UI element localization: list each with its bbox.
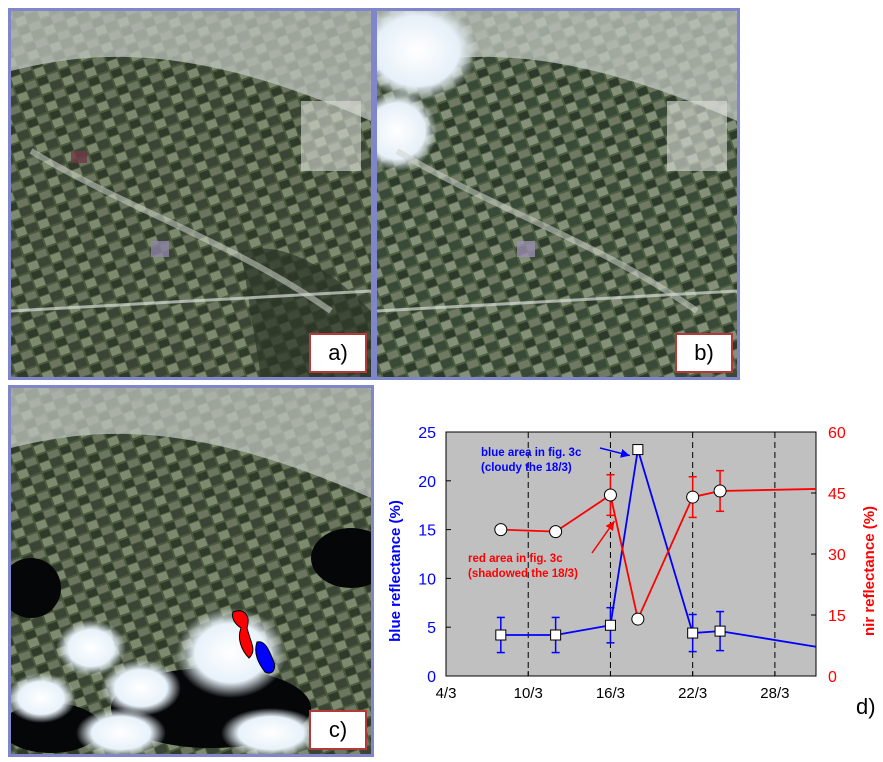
y-axis-right-label: nir reflectance (%) <box>861 506 878 636</box>
data-point-0-3 <box>632 444 644 456</box>
panel-label-a: a) <box>309 333 367 373</box>
data-point-1-3 <box>631 612 645 626</box>
reflectance-chart: 4/3 10/3 16/3 22/3 28/3 0 5 10 15 20 25 0 15 30 45 60 b… <box>387 425 878 702</box>
satellite-image-a <box>11 11 371 377</box>
satellite-image-panel-a: a) <box>8 8 374 380</box>
data-point-1-4 <box>686 490 700 504</box>
y-right-tick-label-3: 45 <box>828 486 846 503</box>
y-right-tick-label-1: 15 <box>828 608 846 625</box>
satellite-image-c <box>11 388 371 754</box>
annotation-blue-line-2: (cloudy the 18/3) <box>481 462 572 474</box>
y-left-tick-label-1: 5 <box>427 620 436 637</box>
x-tick-label-1: 10/3 <box>514 685 543 702</box>
x-tick-label-3: 22/3 <box>678 685 707 702</box>
y-right-tick-label-4: 60 <box>828 425 846 442</box>
panel-label-d: d) <box>856 694 876 719</box>
x-tick-label-2: 16/3 <box>596 685 625 702</box>
data-point-0-0 <box>495 629 507 641</box>
y-axis-left-label: blue reflectance (%) <box>387 500 404 642</box>
satellite-image-b <box>377 11 737 377</box>
data-point-1-1 <box>549 525 563 539</box>
y-right-tick-label-2: 30 <box>828 547 846 564</box>
y-left-tick-label-5: 25 <box>418 425 436 442</box>
x-tick-label-4: 28/3 <box>760 685 789 702</box>
y-left-tick-label-4: 20 <box>418 474 436 491</box>
y-left-tick-label-2: 10 <box>418 571 436 588</box>
y-left-tick-label-0: 0 <box>427 669 436 686</box>
data-point-1-0 <box>494 523 508 537</box>
annotation-arrow-blue <box>599 447 631 458</box>
annotation-red-line-1: red area in fig. 3c <box>468 553 563 565</box>
satellite-image-panel-b: b) <box>374 8 740 380</box>
panel-label-b: b) <box>675 333 733 373</box>
data-point-0-2 <box>604 619 616 631</box>
data-point-0-1 <box>550 629 562 641</box>
data-point-1-5 <box>713 484 727 498</box>
data-point-0-5 <box>714 625 726 637</box>
panel-label-c: c) <box>309 710 367 750</box>
x-tick-label-0: 4/3 <box>436 685 457 702</box>
annotation-red-line-2: (shadowed the 18/3) <box>468 568 578 580</box>
annotation-blue-line-1: blue area in fig. 3c <box>481 447 582 459</box>
y-left-tick-label-3: 15 <box>418 523 436 540</box>
data-point-1-2 <box>603 488 617 502</box>
satellite-image-panel-c: c) <box>8 385 374 757</box>
data-point-0-4 <box>687 627 699 639</box>
y-right-tick-label-0: 0 <box>828 669 837 686</box>
annotation-arrow-red <box>591 520 616 554</box>
